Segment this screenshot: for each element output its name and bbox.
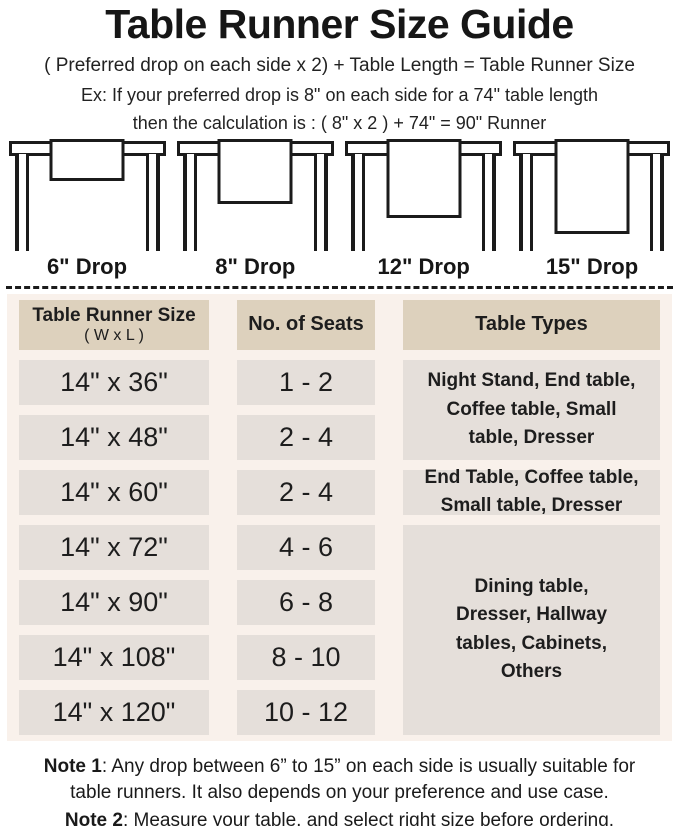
seats-cell: 4 - 6 — [237, 524, 375, 570]
header-table-types: Table Types — [403, 299, 660, 350]
table-leg-right — [650, 153, 665, 251]
table-leg-right — [145, 153, 160, 251]
table-illustration — [345, 138, 503, 251]
seats-cell: 1 - 2 — [237, 359, 375, 405]
table-leg-left — [519, 153, 534, 251]
note-1-text: : Any drop between 6” to 15” on each sid… — [70, 755, 636, 804]
size-cell: 14" x 72" — [19, 524, 209, 570]
diagram-8-drop: 8" Drop — [175, 138, 335, 280]
diagram-6-drop: 6" Drop — [7, 138, 167, 280]
table-leg-left — [351, 153, 366, 251]
header-runner-size-sub: ( W x L ) — [84, 326, 144, 344]
table-types-cell-large: Dining table, Dresser, Hallway tables, C… — [403, 524, 660, 735]
note-2-label: Note 2 — [64, 810, 123, 826]
table-leg-right — [313, 153, 328, 251]
header-runner-size: Table Runner Size ( W x L ) — [19, 299, 209, 350]
drop-label: 6" Drop — [46, 253, 128, 279]
note-2-text: : Measure your table, and select right s… — [122, 810, 615, 826]
header-seats: No. of Seats — [237, 299, 375, 350]
runner-drape-shape — [554, 138, 630, 234]
drop-diagrams-row: 6" Drop 8" Drop 12" Drop — [0, 138, 679, 280]
page-title: Table Runner Size Guide — [105, 1, 574, 47]
size-cell: 14" x 120" — [19, 689, 209, 735]
runner-drape-shape — [386, 138, 462, 218]
runner-drape-shape — [49, 138, 125, 181]
size-table: Table Runner Size ( W x L ) No. of Seats… — [19, 299, 660, 735]
seats-cell: 10 - 12 — [237, 689, 375, 735]
note-2: Note 2: Measure your table, and select r… — [0, 808, 679, 826]
table-leg-left — [14, 153, 29, 251]
table-leg-right — [482, 153, 497, 251]
footer-notes: Note 1: Any drop between 6” to 15” on ea… — [0, 754, 679, 826]
drop-label: 15" Drop — [545, 253, 639, 279]
example-line-1: Ex: If your preferred drop is 8" on each… — [80, 84, 599, 105]
note-1-label: Note 1 — [43, 755, 102, 777]
seats-cell: 6 - 8 — [237, 579, 375, 625]
table-leg-left — [182, 153, 197, 251]
size-cell: 14" x 108" — [19, 634, 209, 680]
table-illustration — [176, 138, 334, 251]
guide-header: Table Runner Size Guide ( Preferred drop… — [0, 0, 679, 134]
table-types-cell-medium: End Table, Coffee table, Small table, Dr… — [403, 467, 660, 516]
table-types-cell-small: Night Stand, End table, Coffee table, Sm… — [403, 359, 660, 460]
drop-label: 8" Drop — [215, 253, 296, 279]
size-cell: 14" x 36" — [19, 359, 209, 405]
size-cell: 14" x 60" — [19, 469, 209, 515]
table-illustration — [8, 138, 166, 251]
formula-text: ( Preferred drop on each side x 2) + Tab… — [44, 54, 635, 76]
size-table-container: Table Runner Size ( W x L ) No. of Seats… — [7, 293, 672, 741]
runner-drape-shape — [217, 138, 293, 204]
drop-label: 12" Drop — [377, 253, 470, 279]
seats-cell: 2 - 4 — [237, 469, 375, 515]
size-cell: 14" x 90" — [19, 579, 209, 625]
seats-cell: 8 - 10 — [237, 634, 375, 680]
header-runner-size-title: Table Runner Size — [32, 304, 196, 326]
diagram-12-drop: 12" Drop — [344, 138, 504, 280]
size-cell: 14" x 48" — [19, 414, 209, 460]
example-line-2: then the calculation is : ( 8" x 2 ) + 7… — [132, 112, 547, 133]
note-1: Note 1: Any drop between 6” to 15” on ea… — [0, 754, 679, 806]
seats-cell: 2 - 4 — [237, 414, 375, 460]
dashed-divider — [6, 285, 673, 289]
table-illustration — [513, 138, 671, 251]
diagram-15-drop: 15" Drop — [512, 138, 672, 280]
